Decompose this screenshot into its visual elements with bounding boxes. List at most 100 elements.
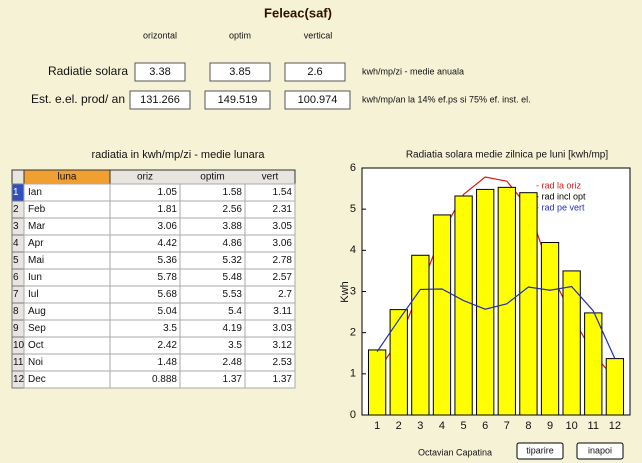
value-field [284,90,351,110]
row-index: 9 [13,323,19,334]
row-index: 1 [13,187,19,198]
cell-text: Noi [28,357,43,368]
value-text: 3.85 [229,66,250,78]
value-field [204,90,271,110]
cell-text: 1.58 [223,187,243,198]
column-header: optim [229,30,251,40]
table-header: oriz [137,172,153,183]
bar [476,188,495,416]
value-field [129,90,191,110]
cell-text: 3.06 [273,238,293,249]
row-index: 4 [13,238,19,249]
value-text: 100.974 [298,94,338,106]
cell-text: Iun [28,272,42,283]
row-index: 2 [13,204,19,215]
bar [519,192,538,416]
cell-text: 5.48 [223,272,243,283]
cell-text: 1.05 [158,187,178,198]
x-tick-label: 6 [482,420,488,432]
table-header: luna [58,172,77,183]
y-axis-label: Kwh [339,281,351,302]
x-tick-label: 12 [609,420,621,432]
cell-text: 4.42 [158,238,178,249]
cell-text: 5.53 [223,289,243,300]
cell-text: 1.48 [158,357,178,368]
row-label: Radiatie solara [48,64,128,78]
cell-text: 2.78 [273,255,293,266]
bar [454,195,473,416]
table-header: vert [262,172,279,183]
y-tick-label: 5 [350,203,356,215]
row-index: 8 [13,306,19,317]
value-text: 3.38 [149,66,170,78]
cell-text: Aug [28,306,46,317]
button-label[interactable]: inapoi [588,445,612,455]
cell-text: 3.11 [273,306,292,317]
legend-entry: - rad la oriz [536,180,582,190]
cell-text: 3.5 [163,323,177,334]
value-text: 149.519 [218,94,258,106]
cell-text: 3.03 [273,323,293,334]
bar [411,254,430,416]
cell-text: 2.57 [273,272,293,283]
x-tick-label: 5 [461,420,467,432]
x-tick-label: 3 [417,420,423,432]
column-header: orizontal [143,30,177,40]
footer: Octavian Capatina [418,447,492,457]
bar [367,349,387,416]
bar [540,242,560,416]
x-tick-label: 7 [504,420,510,432]
cell-text: 3.06 [158,221,178,232]
cell-text: 3.88 [223,221,243,232]
cell-text: Mai [28,255,44,266]
x-tick-label: 4 [439,420,445,432]
table-header: optim [200,172,224,183]
table-title: radiatia in kwh/mp/zi - medie lunara [91,149,265,161]
table [11,169,296,389]
y-tick-label: 3 [350,285,356,297]
cell-text: 2.42 [158,340,178,351]
value-field [134,62,186,82]
x-tick-label: 10 [566,420,578,432]
row-index: 12 [13,374,25,385]
cell-text: 3.12 [273,340,293,351]
cell-text: 1.54 [273,187,293,198]
x-tick-label: 9 [547,420,553,432]
row-index: 7 [13,289,19,300]
cell-text: 2.53 [273,357,293,368]
cell-text: Sep [28,323,46,334]
chart-title: Radiatia solara medie zilnica pe luni [k… [406,150,609,161]
cell-text: 3.5 [228,340,242,351]
cell-text: 5.32 [223,255,243,266]
cell-text: 5.36 [158,255,178,266]
row-index: 6 [13,272,19,283]
bar [584,312,603,416]
cell-text: 2.48 [223,357,243,368]
y-tick-label: 0 [350,409,356,421]
cell-text: 1.37 [273,374,293,385]
cell-text: 2.56 [223,204,243,215]
cell-text: 1.81 [158,204,178,215]
value-text: 131.266 [140,94,180,106]
bar [389,309,408,416]
line [376,285,616,359]
title: Feleac(saf) [264,5,332,20]
cell-text: 4.19 [223,323,243,334]
cell-text: Oct [28,340,44,351]
button-label[interactable]: tiparire [526,445,554,455]
legend-entry: - rad incl opt [536,191,586,201]
row-index: 5 [13,255,19,266]
unit: kwh/mp/an la 14% ef.ps si 75% ef. inst. … [362,94,531,104]
bar [562,270,581,416]
button[interactable] [576,442,624,460]
cell-text: 3.05 [273,221,293,232]
button[interactable] [516,442,564,460]
cell-text: 5.78 [158,272,178,283]
cell-text: 5.04 [158,306,178,317]
cell-text: Iul [28,289,39,300]
cell-text: Apr [28,238,44,249]
y-tick-label: 4 [350,244,356,256]
bar [605,358,625,416]
cell-text: 2.7 [278,289,292,300]
